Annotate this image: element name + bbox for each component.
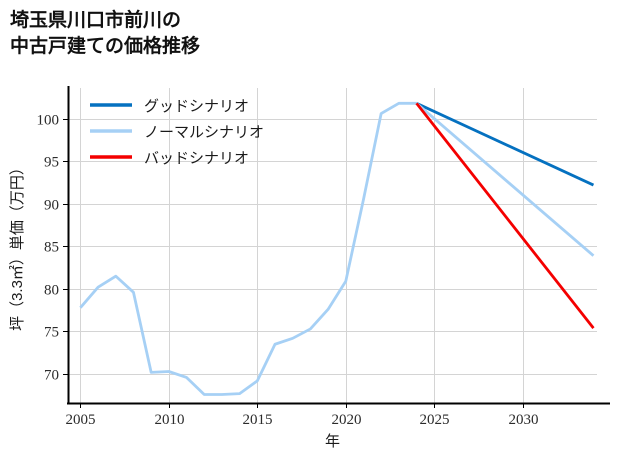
y-tick-label: 70 [44, 368, 59, 384]
y-tick-label: 95 [44, 155, 59, 171]
x-tick-label: 2020 [332, 412, 362, 428]
y-tick-label: 100 [37, 113, 60, 129]
y-axis-title: 坪（3.3㎡）単価（万円） [9, 160, 26, 331]
x-tick-label: 2010 [155, 412, 185, 428]
grid-lines [68, 88, 597, 403]
legend-label-bad: バッドシナリオ [144, 151, 249, 167]
tick-labels: 70 75 80 85 90 95 100 2005 2010 2015 2020 2025 2030 [37, 113, 539, 429]
x-tick-label: 2030 [509, 412, 539, 428]
x-tick-label: 2025 [420, 412, 450, 428]
data-series-group [79, 101, 595, 396]
y-tick-label: 85 [44, 240, 59, 256]
x-tick-label: 2005 [66, 412, 96, 428]
series-line-good [415, 102, 595, 187]
legend-label-good: グッドシナリオ [144, 98, 249, 115]
axis-titles: 年 坪（3.3㎡）単価（万円） [9, 160, 340, 450]
x-axis-title: 年 [325, 433, 340, 450]
y-tick-label: 90 [44, 198, 59, 214]
chart-title: 埼玉県川口市前川の 中古戸建ての価格推移 [10, 10, 201, 57]
series-line-bad [415, 102, 595, 329]
series-line-normal [79, 101, 595, 396]
x-tick-label: 2015 [243, 412, 273, 428]
y-tick-label: 75 [44, 325, 59, 341]
y-tick-label: 80 [44, 283, 59, 299]
legend-label-normal: ノーマルシナリオ [144, 125, 264, 141]
axes [63, 86, 610, 408]
